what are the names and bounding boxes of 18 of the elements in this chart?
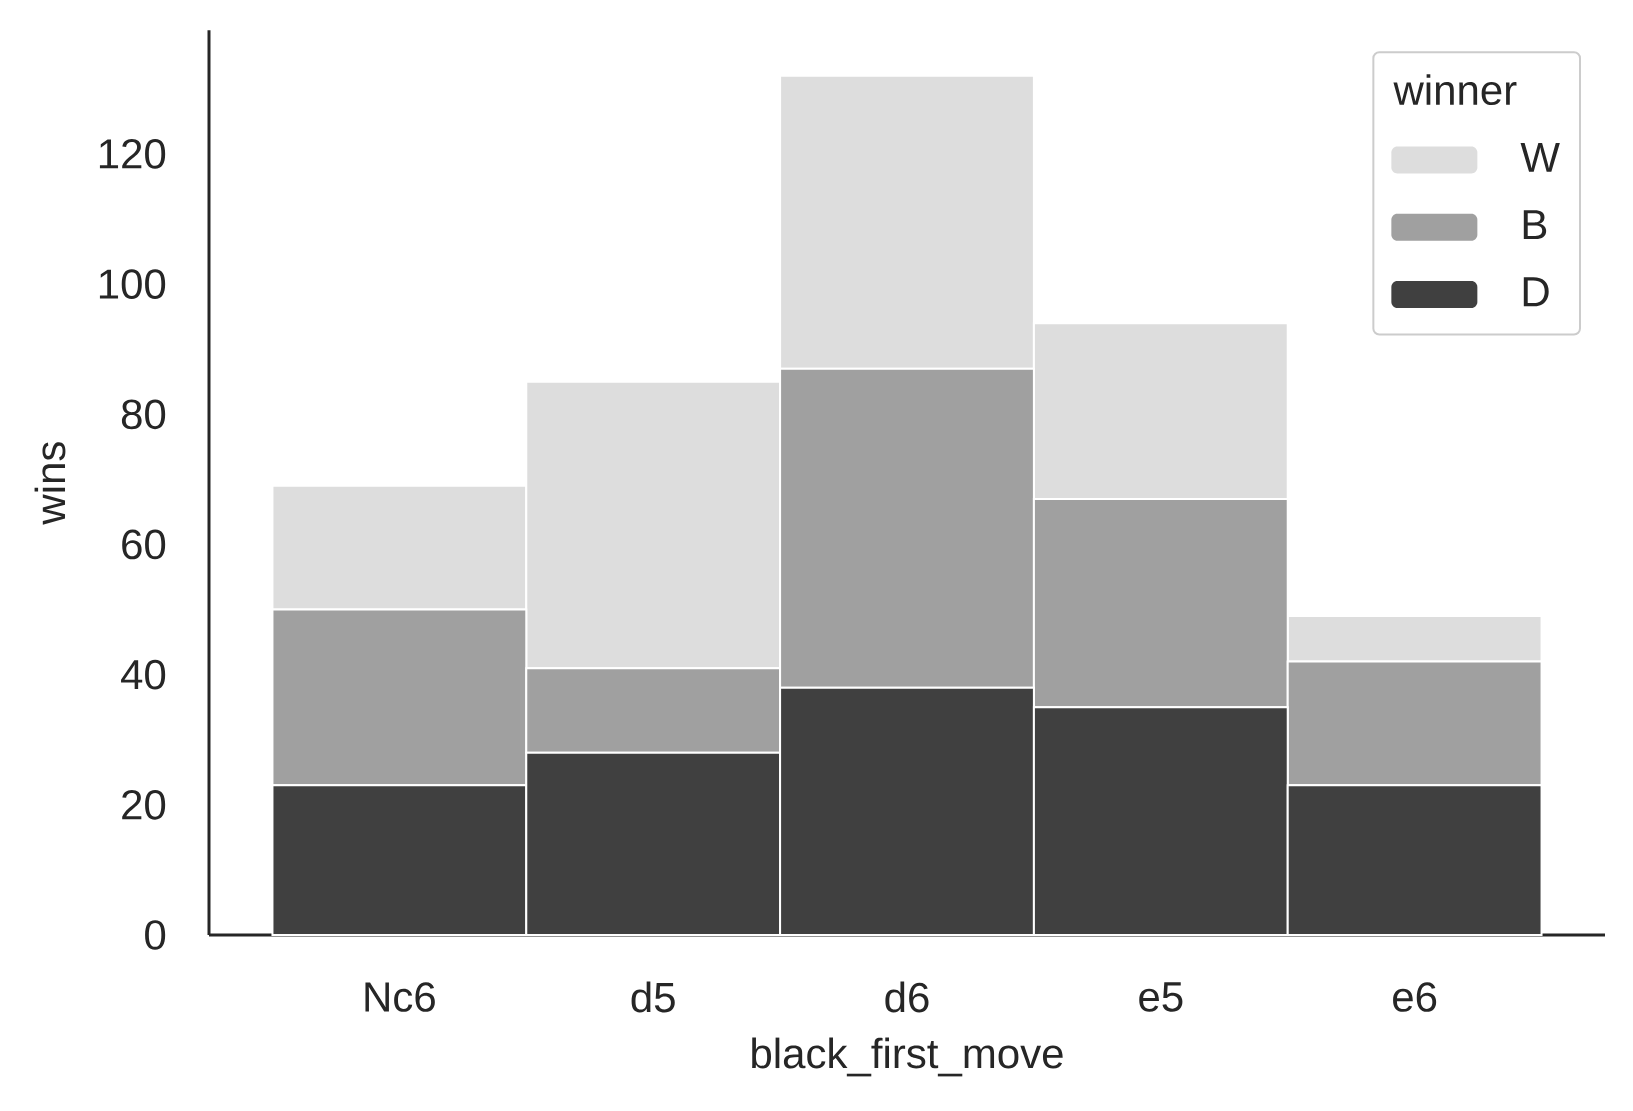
y-tick-label: 0: [145, 920, 166, 950]
x-tick-label: Nc6: [365, 982, 435, 1012]
legend-title: winner: [1393, 74, 1517, 106]
y-tick-label: 120: [99, 139, 166, 169]
x-tick-label: e6: [1393, 982, 1437, 1012]
y-tick-label: 80: [121, 399, 166, 430]
y-axis-title: wins: [34, 442, 66, 525]
x-axis-title: black_first_move: [752, 1037, 1063, 1077]
x-tick-label: d6: [885, 981, 929, 1013]
y-tick-label: 20: [122, 789, 166, 820]
y-tick-label: 100: [99, 269, 166, 299]
legend-label: D: [1523, 277, 1549, 307]
x-tick-label: d5: [631, 981, 675, 1013]
x-tick-label: e5: [1139, 982, 1183, 1012]
legend-label: W: [1520, 142, 1560, 172]
legend-label: B: [1523, 210, 1547, 240]
y-tick-label: 60: [122, 529, 166, 560]
y-tick-label: 40: [121, 659, 166, 690]
